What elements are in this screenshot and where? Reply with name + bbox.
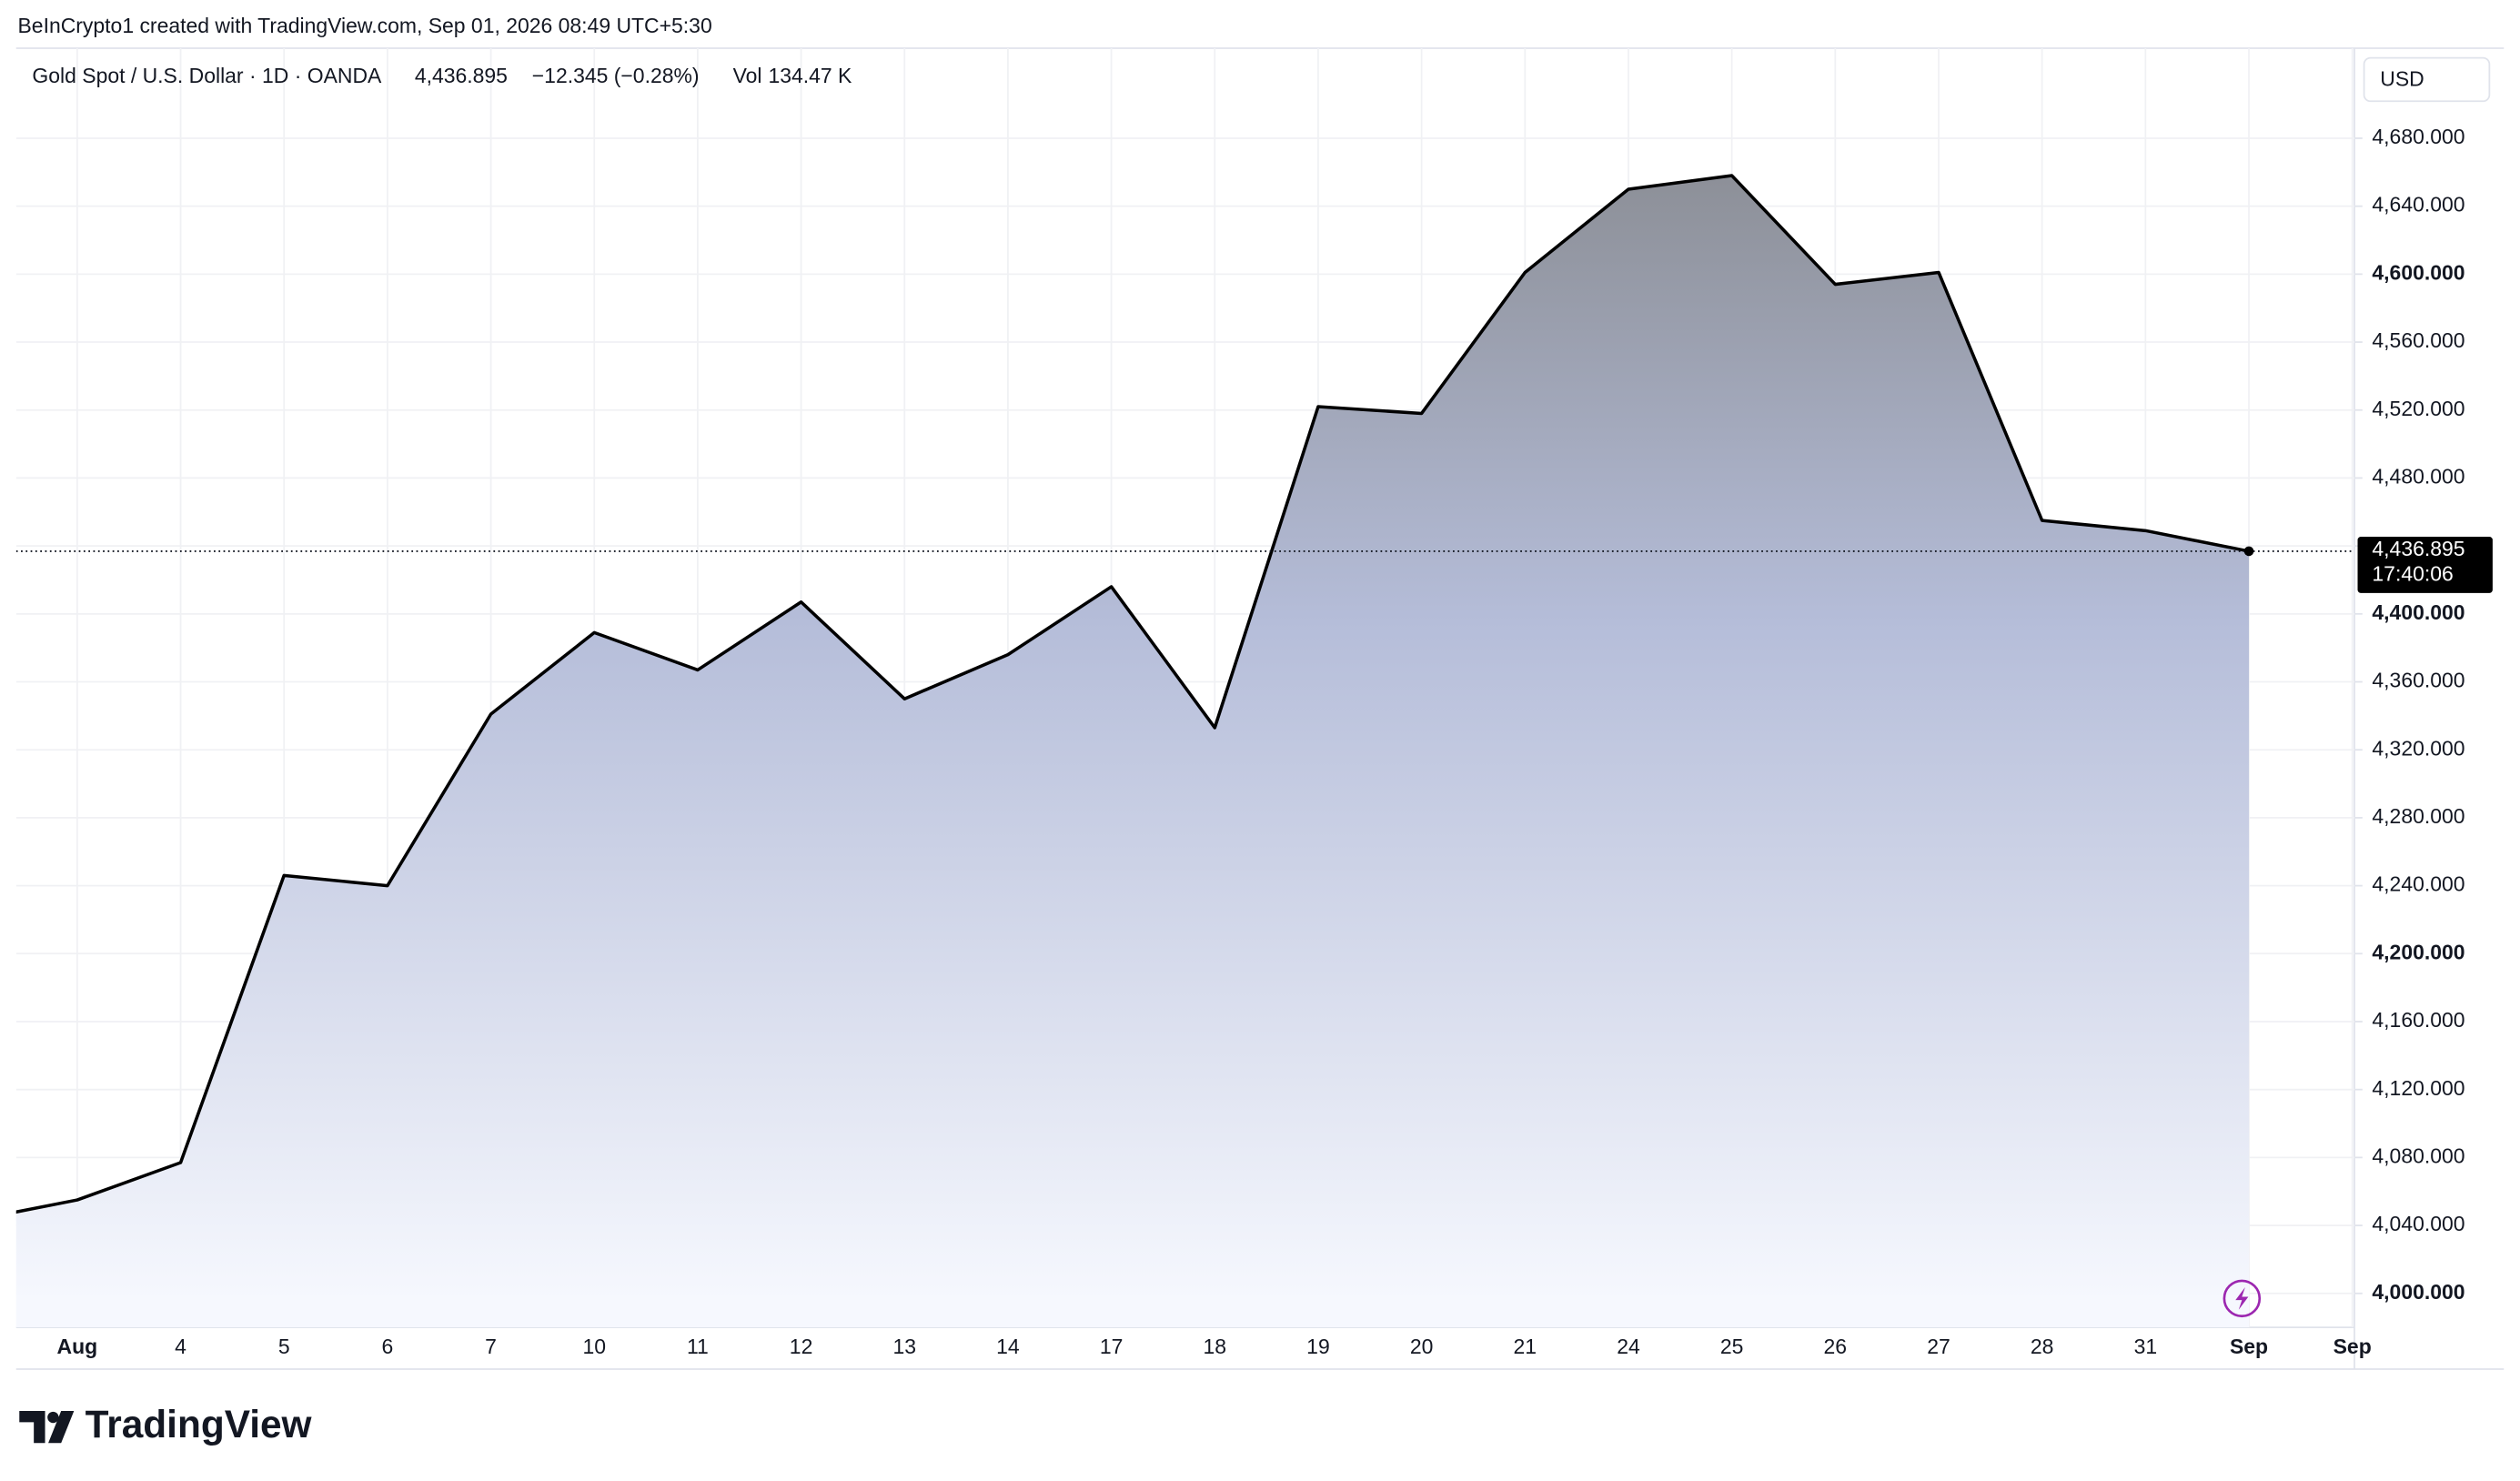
price-tag xyxy=(2357,537,2493,593)
x-tick-label: 17 xyxy=(1100,1335,1124,1358)
brand: TradingView xyxy=(86,1403,313,1446)
x-tick-label: 24 xyxy=(1617,1335,1640,1358)
x-tick-label: Sep xyxy=(2230,1335,2268,1358)
x-tick-label: 7 xyxy=(485,1335,497,1358)
plot xyxy=(15,174,2354,1328)
y-tick-label: 4,080.000 xyxy=(2372,1143,2465,1167)
x-tick-label: 18 xyxy=(1204,1335,1227,1358)
x-tick-label: 28 xyxy=(2031,1335,2054,1358)
y-tick-label: 4,680.000 xyxy=(2372,125,2465,148)
y-tick-label: 4,200.000 xyxy=(2372,940,2465,963)
x-tick-label: Aug xyxy=(57,1335,98,1358)
y-tick-label: 4,560.000 xyxy=(2372,328,2465,352)
y-tick-label: 4,480.000 xyxy=(2372,465,2465,489)
y-tick-label: 4,040.000 xyxy=(2372,1212,2465,1235)
symbol: Gold Spot / U.S. Dollar · 1D · OANDA xyxy=(32,64,382,87)
legend-price: 4,436.895 xyxy=(415,64,508,87)
price-tag-price: 4,436.895 xyxy=(2372,537,2465,560)
y-tick-label: 4,600.000 xyxy=(2372,260,2465,284)
x-tick-label: 20 xyxy=(1410,1335,1434,1358)
currency[interactable]: USD xyxy=(2380,66,2424,90)
line xyxy=(15,174,2250,1214)
x-tick-label: 10 xyxy=(582,1335,606,1358)
x-tick-label: 14 xyxy=(996,1335,1020,1358)
y-tick-label: 4,120.000 xyxy=(2372,1076,2465,1100)
y-tick-label: 4,640.000 xyxy=(2372,193,2465,217)
y-tick-label: 4,400.000 xyxy=(2372,600,2465,624)
x-tick-label: Sep xyxy=(2334,1335,2372,1358)
y-tick-label: 4,280.000 xyxy=(2372,804,2465,828)
y-tick-label: 4,360.000 xyxy=(2372,669,2465,692)
x-tick-label: 11 xyxy=(687,1335,709,1358)
x-tick-label: 12 xyxy=(790,1335,813,1358)
x-tick-label: 13 xyxy=(892,1335,916,1358)
y-tick-label: 4,160.000 xyxy=(2372,1008,2465,1032)
x-tick-label: 25 xyxy=(1720,1335,1744,1358)
x-tick-label: 6 xyxy=(381,1335,393,1358)
x-tick-label: 21 xyxy=(1514,1335,1537,1358)
legend-change: −12.345 (−0.28%) xyxy=(532,64,700,87)
x-tick-label: 26 xyxy=(1824,1335,1848,1358)
axes: 4,000.000 4,040.000 4,080.000 4,120.000 4,16… xyxy=(57,125,2493,1358)
y-tick-label: 4,320.000 xyxy=(2372,736,2465,760)
y-tick-label: 4,000.000 xyxy=(2372,1280,2465,1304)
legend-vol: 134.47 K xyxy=(768,64,852,87)
event-icon[interactable] xyxy=(2223,1279,2262,1318)
price-tag-countdown: 17:40:06 xyxy=(2372,561,2453,585)
x-tick-label: 5 xyxy=(278,1335,290,1358)
area-fill xyxy=(15,176,2250,1328)
x-tick-label: 31 xyxy=(2134,1335,2158,1358)
y-tick-label: 4,520.000 xyxy=(2372,397,2465,420)
y-tick-label: 4,240.000 xyxy=(2372,872,2465,896)
logo xyxy=(19,1410,75,1444)
last-point xyxy=(2243,546,2254,557)
currency-button[interactable] xyxy=(2363,56,2491,103)
credit: BeInCrypto1 created with TradingView.com… xyxy=(18,14,712,37)
x-tick-label: 19 xyxy=(1306,1335,1330,1358)
legend-vol-label: Vol xyxy=(733,64,762,87)
event-icon-bolt xyxy=(2235,1286,2249,1310)
x-tick-label: 27 xyxy=(1927,1335,1950,1358)
x-tick-label: 4 xyxy=(175,1335,186,1358)
